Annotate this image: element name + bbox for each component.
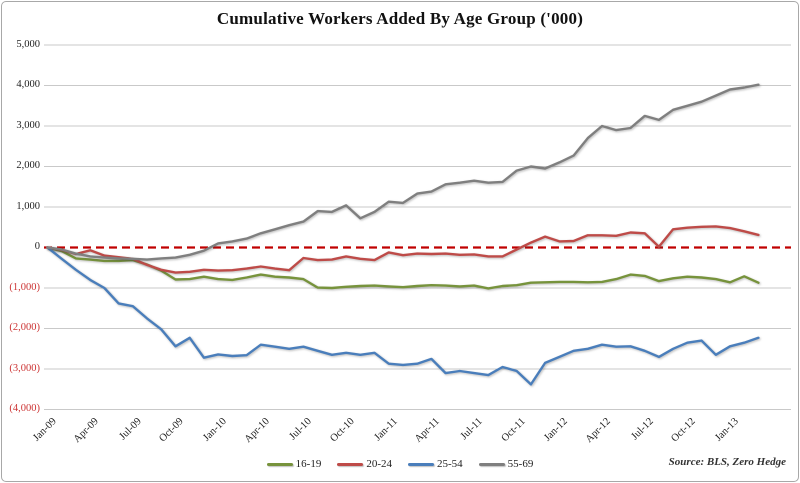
- series-line-20-24: [46, 225, 760, 274]
- legend-item-20-24: 20-24: [337, 458, 392, 470]
- legend-swatch-icon: [478, 462, 505, 466]
- series-line-25-54: [46, 246, 760, 386]
- source-note: Source: BLS, Zero Hedge: [668, 456, 786, 468]
- y-tick-label-3000: 3,000: [16, 119, 40, 131]
- y-tick-label-4000: 4,000: [16, 79, 40, 90]
- series-line-55-69: [46, 83, 760, 261]
- legend-item-55-69: 55-69: [478, 458, 534, 470]
- y-tick-label-5000: 5,000: [16, 38, 40, 50]
- legend-swatch-icon: [266, 462, 293, 466]
- legend-label: 25-54: [437, 458, 463, 470]
- chart-legend: 16-19 20-24 25-54 55-69: [0, 458, 800, 470]
- series-line-16-19: [46, 246, 760, 290]
- y-tick-label-1000: 1,000: [16, 200, 40, 212]
- y-tick-label-2000: 2,000: [16, 160, 40, 171]
- legend-label: 55-69: [507, 458, 534, 470]
- y-tick-label--1000: (1,000): [9, 281, 40, 293]
- y-tick-label--2000: (2,000): [9, 322, 40, 333]
- legend-label: 20-24: [366, 458, 392, 470]
- legend-item-25-54: 25-54: [408, 458, 463, 470]
- legend-label: 16-19: [295, 458, 322, 470]
- y-tick-label--4000: (4,000): [9, 403, 40, 414]
- y-tick-label-0: 0: [34, 241, 40, 252]
- y-tick-label--3000: (3,000): [9, 362, 40, 374]
- chart-title: Cumulative Workers Added By Age Group ('…: [216, 9, 584, 28]
- legend-swatch-icon: [337, 462, 364, 466]
- legend-item-16-19: 16-19: [266, 458, 322, 470]
- legend-swatch-icon: [408, 462, 434, 466]
